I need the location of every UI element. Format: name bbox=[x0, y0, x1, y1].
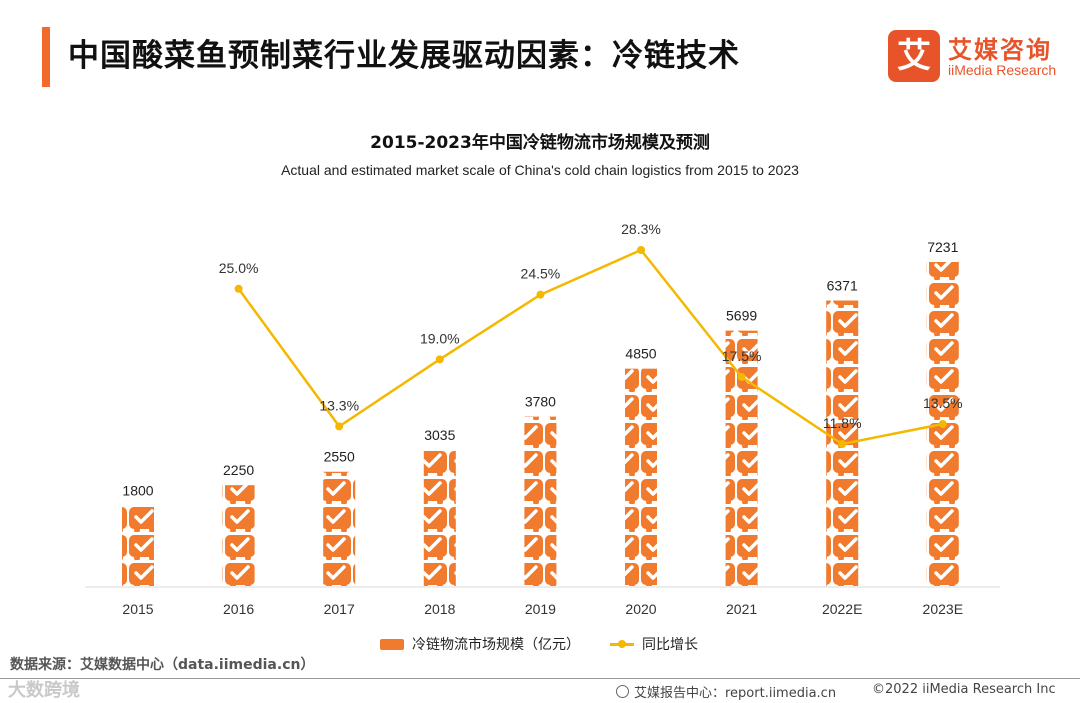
page-title: 中国酸菜鱼预制菜行业发展驱动因素：冷链技术 bbox=[68, 38, 740, 74]
x-tick-label-2017: 2017 bbox=[324, 601, 355, 617]
growth-label-2023E: 13.5% bbox=[923, 395, 963, 411]
footer-report-link[interactable]: 艾媒报告中心：report.iimedia.cn bbox=[616, 682, 836, 701]
chart-title: 2015-2023年中国冷链物流市场规模及预测 bbox=[370, 133, 710, 153]
growth-label-2016: 25.0% bbox=[219, 260, 259, 276]
footer-copyright: ©2022 iiMedia Research Inc bbox=[872, 682, 1056, 697]
growth-point-2020[interactable] bbox=[637, 246, 645, 254]
growth-point-2022E[interactable] bbox=[838, 440, 847, 448]
legend-line-swatch bbox=[610, 639, 634, 648]
bar-value-label-2019: 3780 bbox=[525, 394, 556, 410]
x-tick-label-2021: 2021 bbox=[726, 601, 757, 617]
x-tick-label-2015: 2015 bbox=[122, 601, 153, 617]
title-accent-bar bbox=[42, 27, 50, 87]
growth-label-2018: 19.0% bbox=[420, 330, 460, 346]
bar-value-label-2018: 3035 bbox=[424, 427, 455, 443]
growth-point-2021[interactable] bbox=[737, 372, 746, 381]
bar-value-label-2023E: 7231 bbox=[927, 239, 958, 255]
chart-legend: 冷链物流市场规模（亿元） 同比增长 bbox=[380, 634, 698, 654]
x-tick-label-2020: 2020 bbox=[625, 601, 656, 617]
bar-2021[interactable] bbox=[725, 330, 758, 586]
logo-text-en: iiMedia Research bbox=[948, 62, 1057, 78]
bar-value-label-2022E: 6371 bbox=[827, 278, 858, 294]
growth-point-2019[interactable] bbox=[536, 290, 545, 299]
bar-value-label-2020: 4850 bbox=[625, 346, 656, 362]
footer-report-text: 艾媒报告中心：report.iimedia.cn bbox=[634, 686, 837, 701]
bar-2020[interactable] bbox=[625, 368, 657, 586]
growth-label-2019: 24.5% bbox=[521, 266, 561, 282]
growth-label-2017: 13.3% bbox=[319, 397, 359, 413]
bar-value-label-2016: 2250 bbox=[223, 462, 254, 478]
growth-label-2022E: 11.8% bbox=[823, 415, 862, 431]
x-tick-label-2022E: 2022E bbox=[822, 601, 862, 617]
logo-mark-icon: 艾 bbox=[888, 30, 940, 82]
globe-icon bbox=[616, 685, 629, 698]
growth-point-2018[interactable] bbox=[435, 355, 444, 364]
x-tick-label-2019: 2019 bbox=[525, 601, 556, 617]
bar-2018[interactable] bbox=[423, 450, 456, 586]
growth-label-2021: 17.5% bbox=[722, 348, 762, 364]
watermark: 大数跨境 bbox=[8, 680, 80, 701]
growth-point-2017[interactable] bbox=[335, 422, 344, 431]
bar-value-label-2015: 1800 bbox=[122, 482, 153, 498]
growth-point-2023E[interactable] bbox=[938, 420, 947, 429]
x-tick-label-2023E: 2023E bbox=[923, 601, 963, 617]
growth-line bbox=[237, 248, 944, 446]
x-tick-label-2016: 2016 bbox=[223, 601, 254, 617]
footer-divider bbox=[0, 678, 1080, 679]
data-source: 数据来源：艾媒数据中心（data.iimedia.cn） bbox=[10, 657, 315, 673]
logo-text-cn: 艾媒咨询 bbox=[948, 36, 1052, 64]
bar-value-label-2017: 2550 bbox=[324, 449, 355, 465]
x-tick-label-2018: 2018 bbox=[424, 601, 455, 617]
legend-bar-label: 冷链物流市场规模（亿元） bbox=[412, 637, 580, 653]
chart-subtitle: Actual and estimated market scale of Chi… bbox=[281, 162, 799, 178]
brand-logo[interactable]: 艾 艾媒咨询 iiMedia Research bbox=[888, 30, 1068, 82]
bar-2015[interactable] bbox=[122, 505, 154, 586]
bar-2019[interactable] bbox=[524, 416, 557, 586]
growth-label-2020: 28.3% bbox=[621, 221, 661, 237]
bar-value-label-2021: 5699 bbox=[726, 308, 757, 324]
legend-line-label: 同比增长 bbox=[642, 637, 698, 653]
legend-bar-swatch bbox=[380, 638, 404, 650]
bar-2017[interactable] bbox=[323, 471, 356, 586]
growth-point-2016[interactable] bbox=[234, 284, 243, 293]
bar-2016[interactable] bbox=[222, 485, 255, 586]
